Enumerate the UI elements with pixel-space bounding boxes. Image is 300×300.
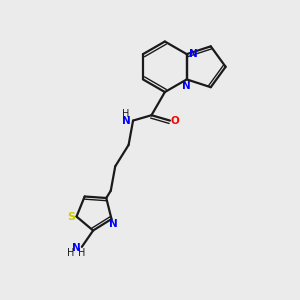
Text: H: H — [122, 109, 130, 119]
Text: S: S — [67, 212, 75, 222]
Text: N: N — [109, 219, 117, 230]
Text: H: H — [78, 248, 85, 258]
Text: N: N — [72, 243, 81, 253]
Text: N: N — [189, 49, 198, 59]
Text: O: O — [171, 116, 180, 126]
Text: N: N — [122, 116, 130, 126]
Text: N: N — [182, 81, 191, 91]
Text: H: H — [67, 248, 74, 258]
